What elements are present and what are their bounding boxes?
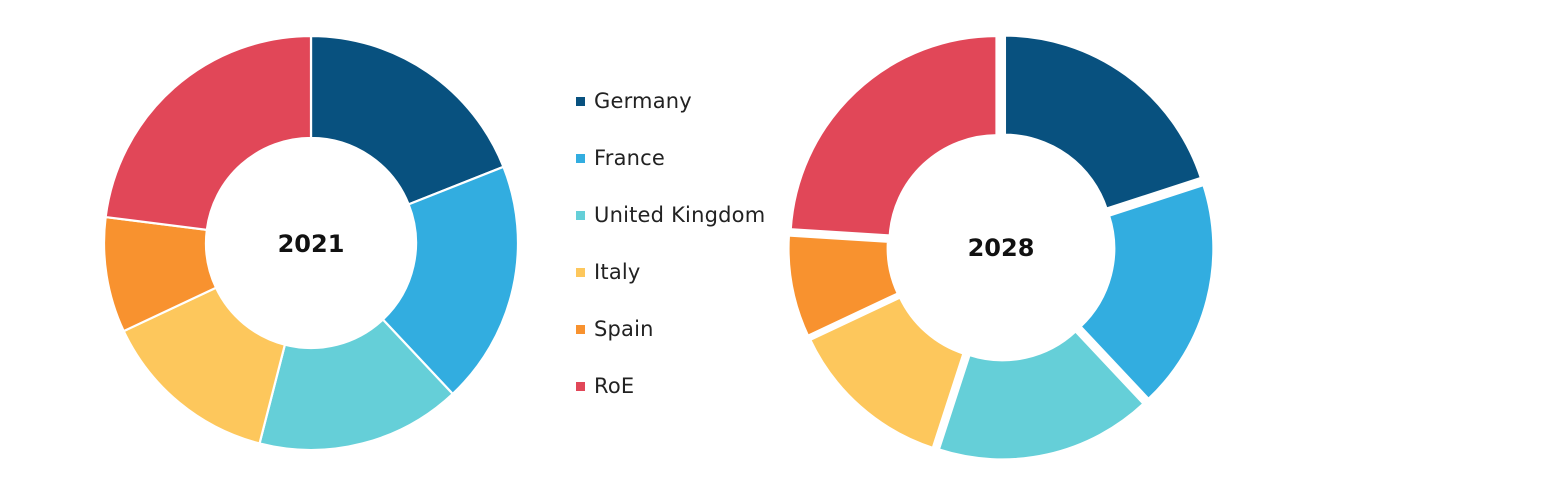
slice-germany <box>309 34 505 206</box>
legend-label: Germany <box>594 89 692 113</box>
slice-italy <box>122 286 287 445</box>
slice-spain <box>786 233 901 339</box>
legend-item-spain: Spain <box>576 314 765 371</box>
legend-swatch <box>576 325 585 334</box>
slice-italy <box>807 295 966 451</box>
legend-label: RoE <box>594 374 635 398</box>
legend: Germany France United Kingdom Italy Spai… <box>576 86 765 428</box>
legend-swatch <box>576 268 585 277</box>
legend-swatch <box>576 154 585 163</box>
legend-swatch <box>576 211 585 220</box>
center-year-label: 2021 <box>278 230 345 258</box>
slice-france <box>1077 182 1216 402</box>
legend-item-france: France <box>576 143 765 200</box>
legend-item-united-kingdom: United Kingdom <box>576 200 765 257</box>
donut-chart-2021: 2021 <box>102 34 520 452</box>
legend-item-germany: Germany <box>576 86 765 143</box>
legend-item-roe: RoE <box>576 371 765 428</box>
legend-label: France <box>594 146 666 170</box>
legend-swatch <box>576 97 585 106</box>
donut-chart-2028: 2028 <box>786 33 1216 462</box>
slice-united-kingdom <box>936 328 1147 462</box>
slice-roe <box>104 34 313 232</box>
slice-germany <box>1003 33 1204 211</box>
slice-roe <box>788 34 999 238</box>
center-year-label: 2028 <box>968 234 1035 262</box>
slice-france <box>381 165 520 396</box>
legend-item-italy: Italy <box>576 257 765 314</box>
legend-swatch <box>576 382 585 391</box>
legend-label: Spain <box>594 317 654 341</box>
slice-united-kingdom <box>258 317 455 452</box>
legend-label: United Kingdom <box>594 203 766 227</box>
legend-label: Italy <box>594 260 641 284</box>
